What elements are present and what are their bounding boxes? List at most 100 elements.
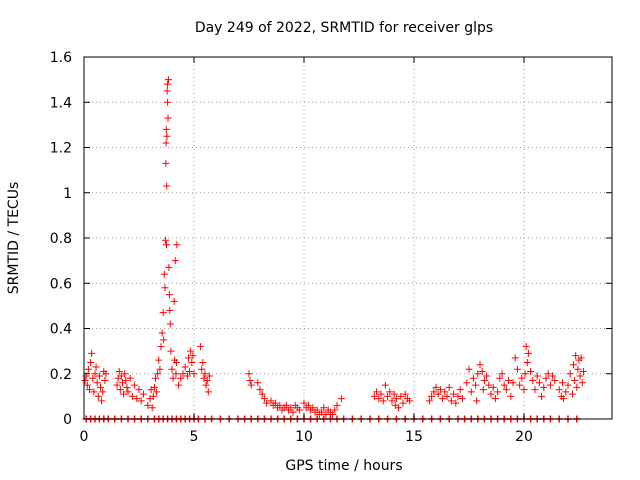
data-point	[566, 370, 574, 378]
data-point	[300, 399, 308, 407]
x-tick-label: 20	[515, 429, 533, 445]
data-point	[160, 270, 168, 278]
y-tick-label: 1.6	[50, 50, 72, 66]
data-point	[494, 388, 502, 396]
data-point	[135, 386, 143, 394]
data-markers	[81, 76, 587, 423]
data-point	[162, 139, 170, 147]
data-point	[81, 377, 89, 385]
data-point	[527, 367, 535, 375]
data-point	[445, 383, 453, 391]
data-point	[87, 358, 95, 366]
data-point	[204, 388, 212, 396]
data-point	[576, 372, 584, 380]
data-point	[430, 388, 438, 396]
data-point	[572, 352, 580, 360]
data-point	[190, 370, 198, 378]
data-point	[137, 397, 145, 405]
data-point	[159, 309, 167, 317]
data-point	[247, 381, 255, 389]
data-point	[313, 406, 321, 414]
data-point	[496, 374, 504, 382]
data-point	[331, 406, 339, 414]
data-point	[296, 406, 304, 414]
data-point	[163, 132, 171, 140]
data-point	[375, 395, 383, 403]
data-point	[123, 383, 131, 391]
data-point	[538, 392, 546, 400]
data-point	[386, 388, 394, 396]
data-point	[373, 388, 381, 396]
data-point	[483, 372, 491, 380]
data-point	[131, 381, 139, 389]
data-point	[187, 347, 195, 355]
data-point	[555, 386, 563, 394]
data-point	[161, 284, 169, 292]
data-point	[175, 381, 183, 389]
data-point	[165, 291, 173, 299]
data-point	[465, 365, 473, 373]
data-point	[92, 363, 100, 371]
data-point	[126, 374, 134, 382]
data-point	[574, 365, 582, 373]
data-point	[164, 114, 172, 122]
data-point	[384, 392, 392, 400]
data-point	[513, 365, 521, 373]
data-point	[577, 354, 585, 362]
data-point	[425, 397, 433, 405]
data-point	[160, 336, 168, 344]
data-point	[99, 388, 107, 396]
data-point	[434, 390, 442, 398]
data-point	[529, 377, 537, 385]
data-point	[502, 386, 510, 394]
data-point	[458, 395, 466, 403]
data-point	[89, 374, 97, 382]
data-point	[478, 367, 486, 375]
data-point	[97, 383, 104, 391]
data-point	[571, 377, 579, 385]
data-point	[183, 372, 191, 380]
data-point	[322, 410, 330, 418]
data-point	[116, 386, 124, 394]
data-point	[395, 404, 403, 412]
data-point	[469, 374, 477, 382]
data-point	[516, 381, 524, 389]
data-point	[263, 399, 271, 407]
data-point	[542, 374, 550, 382]
y-axis-title: SRMTID / TECUs	[6, 182, 22, 295]
data-point	[333, 401, 341, 409]
data-point	[282, 401, 290, 409]
data-point	[318, 408, 326, 416]
data-point	[381, 381, 389, 389]
data-point	[199, 358, 207, 366]
x-tick-label: 0	[80, 429, 89, 445]
x-tick-label: 5	[190, 429, 199, 445]
data-point	[498, 370, 506, 378]
data-point	[188, 358, 196, 366]
data-point	[480, 377, 488, 385]
data-point	[186, 367, 194, 375]
data-point	[122, 377, 130, 385]
data-point	[254, 379, 262, 387]
data-point	[155, 356, 163, 364]
data-point	[564, 381, 572, 389]
data-point	[337, 395, 345, 403]
data-point	[559, 379, 566, 387]
data-point	[535, 379, 543, 387]
y-tick-label: 1	[63, 186, 72, 202]
data-point	[476, 361, 484, 369]
y-tick-label: 0.4	[50, 322, 72, 338]
data-point	[120, 390, 128, 398]
data-point	[101, 377, 109, 385]
data-point	[531, 386, 539, 394]
x-axis-title: GPS time / hours	[285, 458, 402, 474]
data-point	[162, 159, 170, 167]
data-point	[428, 392, 436, 400]
data-point	[163, 80, 171, 88]
data-point	[397, 392, 405, 400]
data-point	[162, 125, 170, 133]
x-tick-label: 10	[295, 429, 313, 445]
data-point	[287, 404, 295, 412]
y-tick-label: 1.2	[50, 141, 72, 157]
data-point	[568, 390, 576, 398]
